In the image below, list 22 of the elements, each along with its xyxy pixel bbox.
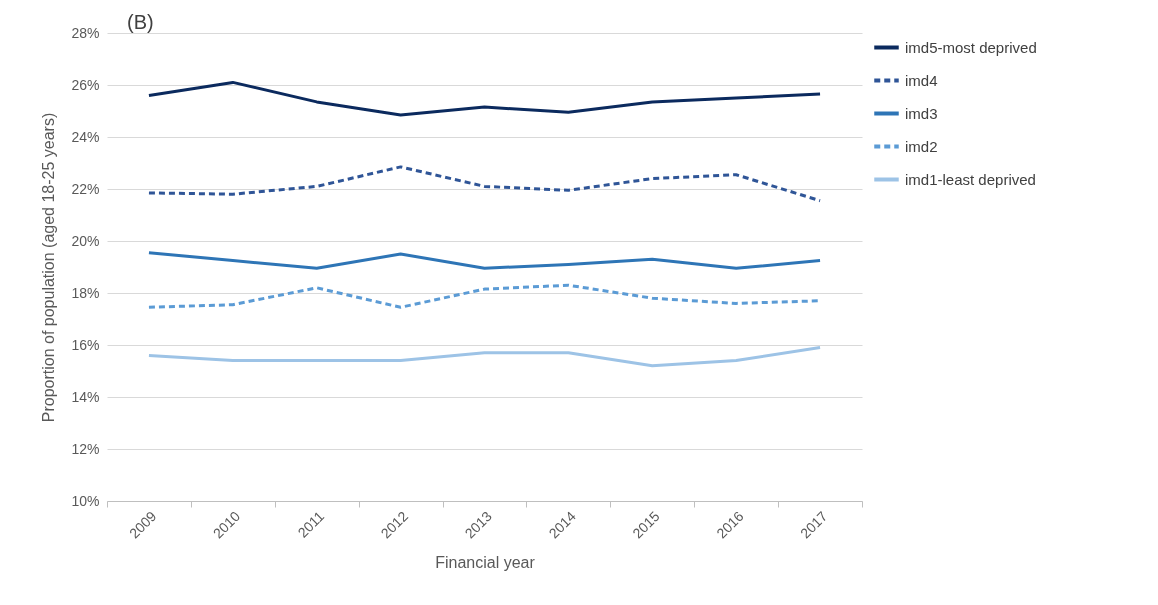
- y-tick-label: 26%: [71, 76, 100, 93]
- line-series: [147, 346, 822, 368]
- y-tick-label: 20%: [71, 232, 100, 249]
- y-tick-label: 16%: [71, 336, 100, 353]
- legend-label: imd1-least deprived: [905, 170, 1036, 188]
- legend-label: imd4: [905, 71, 938, 89]
- legend-label: imd3: [905, 104, 938, 122]
- y-tick-label: 12%: [71, 440, 100, 457]
- y-tick-label: 24%: [71, 128, 100, 145]
- text: (B): [127, 11, 154, 33]
- y-tick-label: 14%: [71, 388, 100, 405]
- y-tick-label: 28%: [71, 24, 100, 41]
- line-series: [147, 251, 822, 270]
- y-tick-label: 18%: [71, 284, 100, 301]
- legend-label: imd2: [905, 137, 938, 155]
- y-axis-title: Proportion of population (aged 18-25 years): [40, 112, 58, 423]
- line-series: [147, 165, 822, 203]
- line-series: [147, 80, 822, 117]
- y-tick-label: 22%: [71, 180, 100, 197]
- legend-label: imd5-most deprived: [905, 38, 1037, 56]
- x-axis-title: Financial year: [435, 554, 536, 572]
- y-tick-label: 10%: [71, 492, 100, 509]
